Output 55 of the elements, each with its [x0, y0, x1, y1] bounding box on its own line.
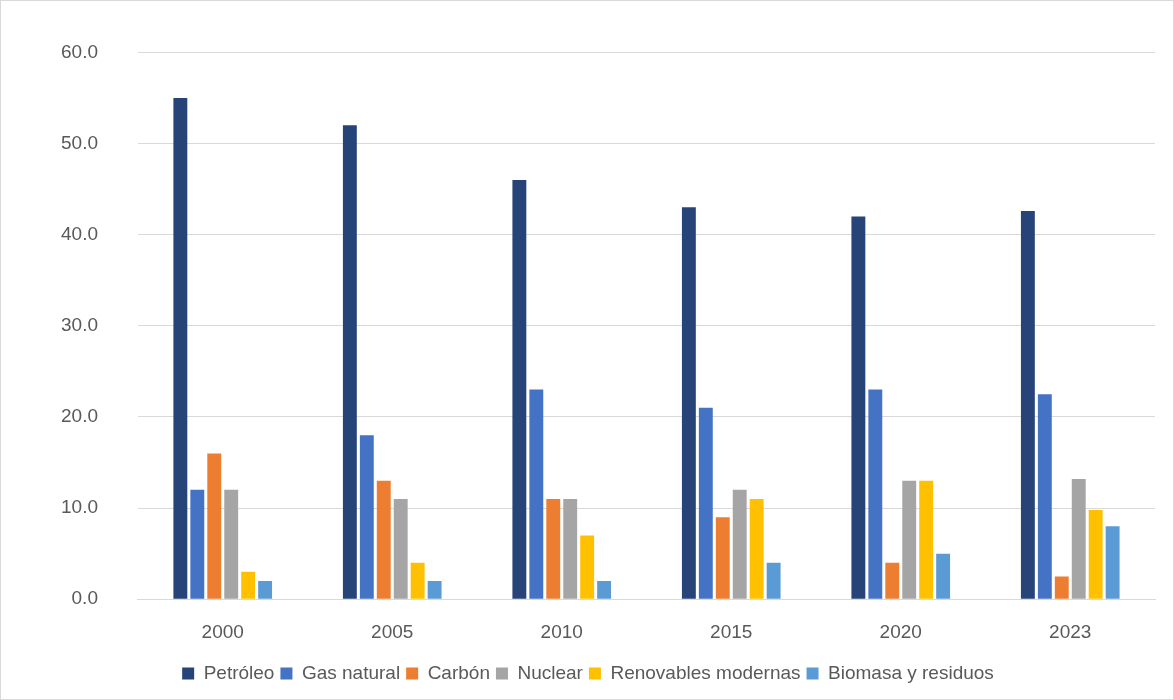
bar — [902, 480, 917, 599]
y-tick-label: 40.0 — [61, 222, 98, 244]
bar — [529, 389, 544, 599]
y-tick-label: 20.0 — [61, 405, 98, 427]
bar — [868, 389, 883, 599]
y-tick-label: 30.0 — [61, 314, 98, 336]
bar — [546, 498, 561, 599]
x-tick-label: 2000 — [201, 620, 244, 642]
bar — [207, 453, 222, 599]
x-tick-label: 2020 — [879, 620, 922, 642]
bar — [749, 498, 764, 599]
legend-label: Nuclear — [517, 661, 584, 683]
bar — [766, 562, 781, 599]
bar — [1105, 526, 1120, 599]
y-tick-label: 0.0 — [71, 587, 98, 609]
bar — [681, 207, 696, 599]
bar — [190, 489, 205, 599]
y-tick-label: 10.0 — [61, 496, 98, 518]
bar — [885, 562, 900, 599]
bar — [851, 216, 866, 599]
bar — [580, 535, 595, 599]
bar — [1020, 210, 1035, 599]
bar — [258, 580, 273, 599]
x-tick-label: 2005 — [371, 620, 414, 642]
bar — [427, 580, 442, 599]
legend-label: Gas natural — [301, 661, 401, 683]
bar — [1037, 394, 1052, 599]
y-tick-label: 50.0 — [61, 131, 98, 153]
x-tick-label: 2023 — [1049, 620, 1092, 642]
bar — [1088, 509, 1103, 599]
bar — [376, 480, 391, 599]
legend-label: Biomasa y residuos — [828, 661, 994, 683]
bar — [715, 517, 730, 599]
legend-label: Carbón — [427, 661, 490, 683]
bar — [410, 562, 425, 599]
bar — [512, 179, 527, 599]
x-tick-label: 2015 — [710, 620, 753, 642]
bar — [936, 553, 951, 599]
y-tick-label: 60.0 — [61, 40, 98, 62]
bar — [393, 498, 408, 599]
bar — [241, 571, 256, 599]
bar — [698, 407, 713, 599]
x-tick-label: 2010 — [540, 620, 583, 642]
bar — [732, 489, 747, 599]
bar — [173, 97, 188, 599]
bar — [563, 498, 578, 599]
bar — [224, 489, 239, 599]
bar — [919, 480, 934, 599]
legend-label: Petróleo — [203, 661, 275, 683]
bar — [359, 435, 374, 599]
bar — [1054, 576, 1069, 599]
legend-label: Renovables modernas — [610, 661, 801, 683]
bar — [342, 125, 357, 599]
bar — [597, 580, 612, 599]
bar — [1071, 478, 1086, 599]
